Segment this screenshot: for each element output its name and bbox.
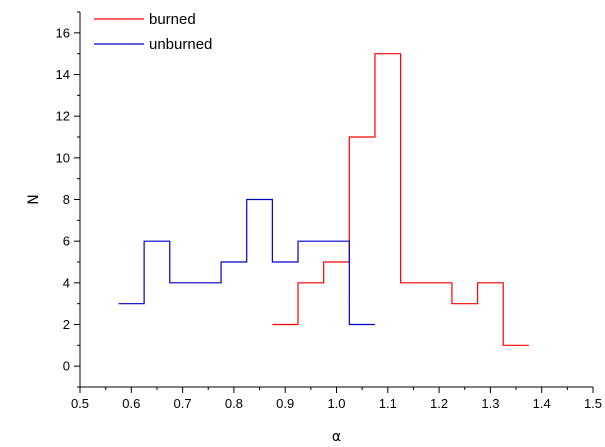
series-burned-line <box>272 53 529 346</box>
x-tick-label: 1.5 <box>584 396 602 411</box>
y-axis-title: N <box>26 194 42 204</box>
y-tick-label: 14 <box>56 67 70 82</box>
x-tick-label: 0.9 <box>276 396 294 411</box>
y-tick-label: 4 <box>63 275 70 290</box>
x-tick-label: 0.8 <box>225 396 243 411</box>
y-tick-label: 0 <box>63 359 70 374</box>
y-tick-label: 12 <box>56 109 70 124</box>
y-tick-label: 10 <box>56 150 70 165</box>
y-tick-label: 6 <box>63 234 70 249</box>
y-tick-label: 16 <box>56 25 70 40</box>
x-axis-title: α <box>332 429 341 445</box>
series-unburned-line <box>118 198 375 326</box>
x-axis-ticks: 0.5 0.6 0.7 0.8 0.9 1.0 1.1 1.2 1.3 1.4 1.5 <box>71 387 602 411</box>
y-tick-label: 2 <box>63 317 70 332</box>
y-axis-ticks: 0 2 4 6 8 10 12 14 16 <box>56 11 80 388</box>
series-layer <box>118 53 529 346</box>
x-tick-label: 0.6 <box>122 396 140 411</box>
x-tick-label: 1.4 <box>533 396 551 411</box>
x-tick-label: 1.1 <box>379 396 397 411</box>
legend: burned unburned <box>94 11 212 53</box>
x-tick-label: 1.0 <box>327 396 345 411</box>
x-tick-label: 0.5 <box>71 396 89 411</box>
x-tick-label: 1.2 <box>430 396 448 411</box>
legend-label-burned: burned <box>149 11 196 28</box>
y-tick-label: 8 <box>63 192 70 207</box>
x-tick-label: 0.7 <box>174 396 192 411</box>
x-tick-label: 1.3 <box>481 396 499 411</box>
legend-label-unburned: unburned <box>149 36 212 53</box>
plot-frame <box>79 12 593 388</box>
